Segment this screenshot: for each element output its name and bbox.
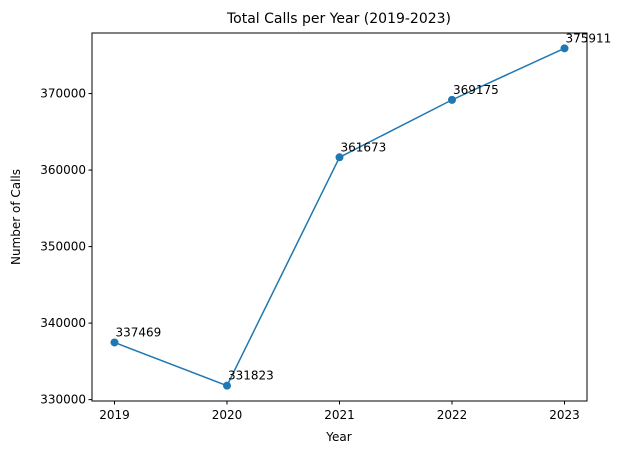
y-tick-label: 340000 <box>40 316 86 330</box>
x-axis-label: Year <box>325 430 351 444</box>
chart-title: Total Calls per Year (2019-2023) <box>226 11 451 27</box>
data-label: 337469 <box>116 325 162 339</box>
y-tick-label: 360000 <box>40 163 86 177</box>
x-axis: 2019 2020 2021 2022 2023 <box>99 401 580 422</box>
x-tick-label: 2023 <box>549 408 580 422</box>
data-label: 331823 <box>228 369 274 383</box>
data-point <box>335 153 344 162</box>
series-total-calls <box>110 44 569 390</box>
data-point <box>223 381 231 390</box>
data-point <box>560 44 569 53</box>
y-tick-label: 370000 <box>40 87 86 101</box>
y-axis: 330000 340000 350000 360000 370000 <box>40 87 92 407</box>
y-axis-label: Number of Calls <box>9 169 23 265</box>
x-tick-label: 2021 <box>324 408 355 422</box>
data-label: 375911 <box>566 31 612 45</box>
x-tick-label: 2022 <box>437 408 468 422</box>
plot-area <box>91 32 588 402</box>
data-label: 361673 <box>341 140 387 154</box>
data-point <box>448 95 456 104</box>
x-tick-label: 2019 <box>99 408 130 422</box>
x-tick-label: 2020 <box>212 408 243 422</box>
data-label: 369175 <box>453 83 499 97</box>
data-labels: 337469 331823 361673 369175 375911 <box>116 31 612 382</box>
y-tick-label: 350000 <box>40 240 86 254</box>
data-point <box>110 338 119 347</box>
y-tick-label: 330000 <box>40 393 86 407</box>
